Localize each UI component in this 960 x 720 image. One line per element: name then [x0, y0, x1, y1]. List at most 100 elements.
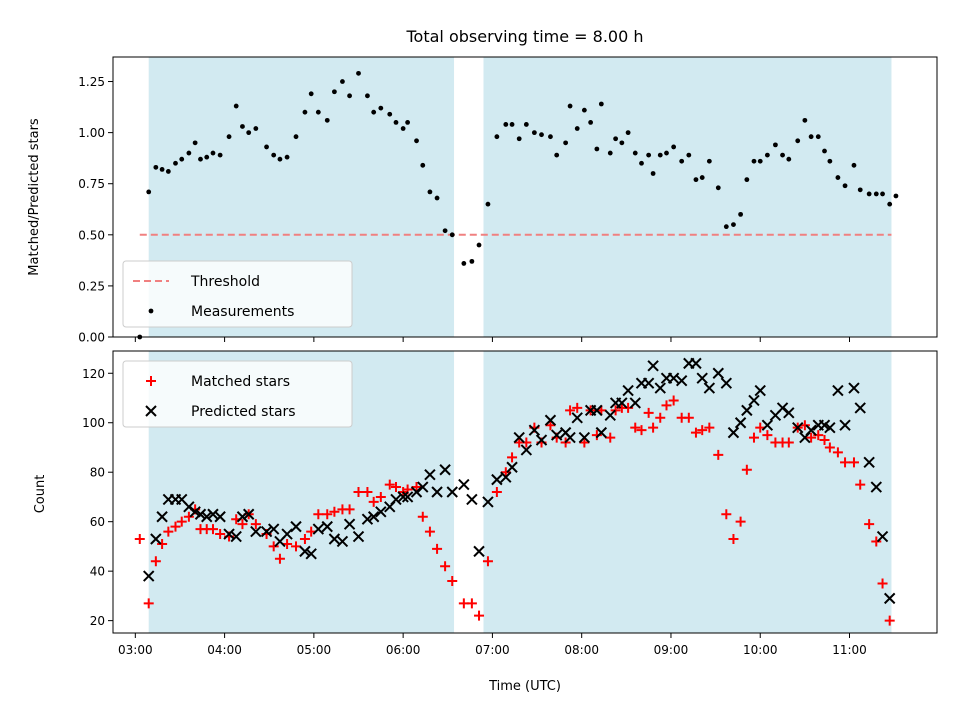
- measurements-point: [271, 152, 277, 158]
- measurements-point: [795, 138, 801, 144]
- matched-stars-point: [143, 598, 154, 609]
- matched-stars-point: [579, 437, 590, 448]
- measurements-point: [469, 258, 475, 264]
- bottom-y-axis-label: Count: [33, 475, 48, 514]
- predicted-stars-point: [431, 486, 443, 498]
- count-panel: 20 40 60 80 100 120 03:00 04:00 05:00 06:00 07:00 0…: [82, 350, 938, 657]
- measurements-point: [827, 158, 833, 164]
- predicted-stars-point: [236, 511, 249, 523]
- predicted-stars-point: [629, 397, 641, 409]
- matched-stars-point: [417, 511, 428, 522]
- matched-stars-point: [375, 491, 386, 502]
- legend-box: [122, 260, 353, 328]
- measurements-point: [378, 105, 384, 111]
- matched-stars-point: [474, 610, 485, 621]
- measurements-point: [619, 140, 625, 146]
- measurements-point: [173, 160, 178, 166]
- x-tick-label: 09:00: [654, 643, 689, 657]
- predicted-stars-point: [832, 384, 844, 397]
- measurements-point: [277, 156, 283, 162]
- measurements-point: [476, 242, 482, 248]
- measurements-point: [414, 138, 419, 144]
- predicted-stars-point: [528, 424, 541, 436]
- measurements-point: [198, 156, 203, 162]
- measurements-point: [159, 167, 165, 172]
- predicted-stars-point: [848, 382, 860, 394]
- x-tick-label: 11:00: [832, 643, 867, 657]
- measurements-point: [715, 185, 721, 191]
- measurements-point: [179, 156, 185, 162]
- legend-marker: [148, 308, 154, 314]
- predicted-stars-point: [712, 367, 724, 379]
- matched-stars-point: [163, 526, 174, 537]
- predicted-stars-point: [214, 511, 226, 523]
- y-tick-label: 1.00: [78, 126, 105, 140]
- predicted-stars-point: [564, 431, 576, 444]
- measurements-point: [780, 152, 785, 158]
- legend-label: Measurements: [191, 304, 294, 320]
- measurements-point: [738, 211, 743, 217]
- predicted-stars-point: [824, 421, 836, 434]
- predicted-stars-point: [343, 518, 356, 530]
- predicted-stars-point: [223, 528, 235, 540]
- predicted-stars-point: [883, 592, 896, 605]
- measurements-point: [706, 158, 712, 164]
- measurements-point: [574, 126, 580, 131]
- matched-stars-point: [643, 407, 654, 418]
- measurements-point: [186, 150, 192, 156]
- legend-marker: [146, 376, 156, 386]
- matched-stars-point: [362, 487, 373, 497]
- predicted-stars-point: [720, 377, 733, 389]
- measurements-point: [815, 134, 821, 140]
- measurements-point: [516, 136, 522, 142]
- measurements-point: [851, 162, 857, 168]
- matched-stars-point: [183, 511, 194, 522]
- measurements-point: [842, 183, 848, 189]
- matched-stars-point: [176, 516, 187, 527]
- ratio-legend: Threshold Measurements: [122, 260, 353, 328]
- measurements-point: [165, 169, 171, 174]
- matched-stars-point: [507, 452, 518, 463]
- predicted-stars-point: [424, 468, 436, 481]
- matched-stars-point: [207, 524, 218, 535]
- shaded-region: [483, 351, 892, 633]
- measurements-point: [233, 103, 239, 109]
- y-tick-label: 100: [82, 416, 105, 430]
- predicted-stars-point: [361, 513, 374, 525]
- measurements-point: [554, 152, 560, 158]
- matched-stars-point: [741, 464, 752, 475]
- y-tick-label: 0.25: [78, 279, 105, 293]
- matched-stars-point: [313, 509, 324, 520]
- predicted-stars-point: [690, 357, 702, 370]
- matched-stars-point: [134, 534, 145, 544]
- measurements-point: [347, 93, 352, 99]
- measurements-point: [731, 222, 736, 227]
- matched-stars-point: [648, 422, 659, 433]
- measurements-point: [625, 130, 631, 136]
- y-tick-label: 80: [90, 466, 105, 480]
- x-tick-label: 05:00: [297, 643, 332, 657]
- predicted-stars-point: [473, 545, 485, 558]
- measurements-point: [253, 126, 259, 131]
- measurements-point: [650, 171, 656, 176]
- predicted-stars-point: [642, 377, 655, 389]
- predicted-stars-point: [321, 520, 333, 533]
- x-tick-label: 03:00: [118, 643, 153, 657]
- predicted-stars-point: [390, 493, 402, 506]
- matched-stars-point: [150, 556, 161, 567]
- measurements-point: [204, 154, 210, 160]
- measurements-point: [226, 134, 232, 140]
- predicted-stars-point: [876, 530, 889, 543]
- predicted-stars-point: [312, 523, 325, 535]
- measurements-point: [723, 224, 729, 230]
- predicted-stars-point: [446, 486, 458, 498]
- legend-label: Matched stars: [191, 374, 290, 390]
- measurements-point: [523, 122, 529, 127]
- matched-stars-point: [322, 509, 333, 520]
- matched-stars-point: [424, 526, 435, 537]
- measurements-point: [581, 107, 587, 113]
- predicted-stars-point: [401, 491, 414, 503]
- matched-stars-point: [848, 457, 859, 468]
- matched-stars-point: [806, 432, 817, 443]
